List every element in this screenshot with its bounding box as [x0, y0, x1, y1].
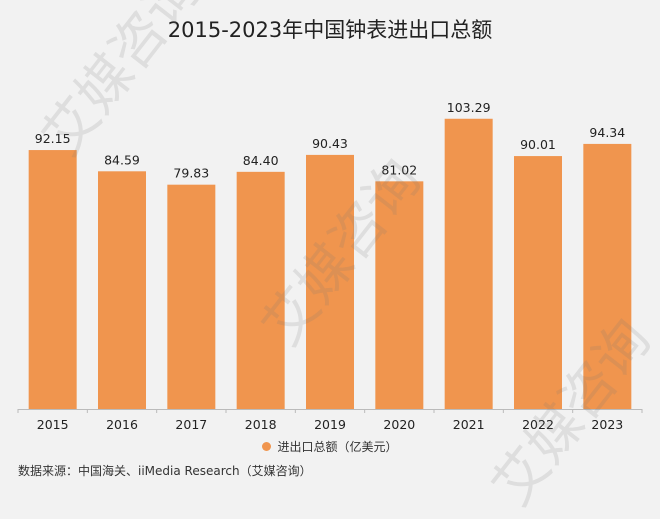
- data-label-2022: 90.01: [520, 137, 556, 152]
- x-tick-label-2023: 2023: [591, 417, 623, 432]
- x-tick-label-2020: 2020: [383, 417, 415, 432]
- data-label-2020: 81.02: [381, 162, 417, 177]
- chart-title: 2015-2023年中国钟表进出口总额: [167, 18, 493, 42]
- bar-chart: 92.15 84.59 79.83 84.40 90.43 81.02 103.29 90.0…: [17, 100, 643, 432]
- x-tick-label-2016: 2016: [106, 417, 138, 432]
- x-tick-label-2018: 2018: [245, 417, 277, 432]
- bar-2017: [167, 184, 216, 409]
- data-label-2015: 92.15: [35, 131, 71, 146]
- x-tick-label-2022: 2022: [522, 417, 554, 432]
- legend: 进出口总额（亿美元）: [0, 438, 660, 455]
- data-label-2018: 84.40: [243, 153, 279, 168]
- bar-2018: [236, 171, 285, 409]
- bar-2016: [98, 171, 146, 409]
- legend-label: 进出口总额（亿美元）: [277, 440, 398, 454]
- bar-2015: [28, 150, 77, 409]
- data-label-2016: 84.59: [104, 152, 140, 167]
- source-note: 数据来源：中国海关、iiMedia Research（艾媒咨询）: [18, 464, 312, 478]
- x-tick-label-2015: 2015: [37, 417, 69, 432]
- bar-2023: [583, 143, 632, 409]
- x-tick-label-2017: 2017: [175, 417, 207, 432]
- x-tick-label-2019: 2019: [314, 417, 346, 432]
- bar-2021: [444, 118, 493, 409]
- x-tick-label-2021: 2021: [453, 417, 485, 432]
- bar-2020: [375, 181, 424, 409]
- data-label-2019: 90.43: [312, 136, 348, 151]
- data-label-2017: 79.83: [173, 166, 209, 181]
- bar-2022: [514, 156, 562, 409]
- data-label-2021: 103.29: [447, 100, 491, 115]
- legend-swatch: [262, 442, 272, 451]
- data-label-2023: 94.34: [589, 125, 625, 140]
- bar-2019: [306, 154, 354, 409]
